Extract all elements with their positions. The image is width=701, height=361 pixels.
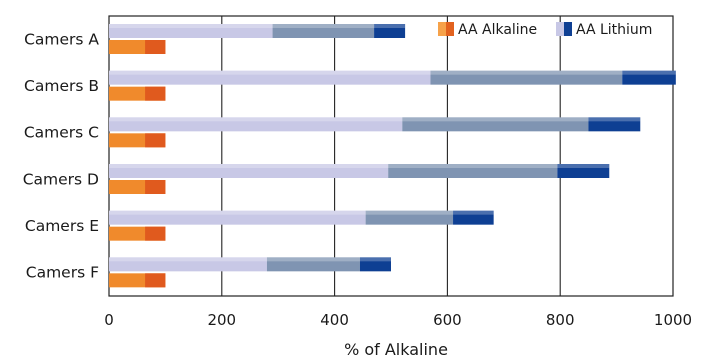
grid (108, 15, 674, 297)
bar-lithium-segment (359, 257, 391, 272)
bar-lithium-segment (430, 70, 623, 85)
bar-lithium-segment (588, 117, 641, 132)
x-axis-title: % of Alkaline (344, 340, 448, 359)
bar-alkaline-shade (145, 40, 166, 54)
x-tick-label: 0 (104, 311, 114, 329)
legend-swatch-alkaline (438, 22, 446, 36)
bar-alkaline-shade (145, 226, 166, 241)
bar-lithium-segment (374, 24, 406, 38)
bar-alkaline-shade (145, 180, 166, 194)
bar-lithium-segment (365, 210, 454, 225)
bar-lithium-segment (109, 210, 366, 225)
category-label: Camers A (24, 30, 99, 48)
category-label: Camers F (26, 264, 99, 282)
category-label: Camers C (24, 124, 99, 142)
x-tick-label: 800 (546, 311, 575, 329)
bar-lithium-segment (109, 257, 267, 272)
legend-swatch-alkaline-dark (446, 22, 454, 36)
bar-lithium-segment (266, 257, 360, 272)
x-tick-label: 600 (433, 311, 462, 329)
bars (109, 24, 676, 288)
bar-highlight (109, 70, 676, 75)
bar-lithium-segment (272, 24, 375, 38)
legend: AA Alkaline AA Lithium (438, 22, 652, 38)
category-label: Camers D (23, 170, 99, 188)
legend-swatch-lithium-light (556, 22, 564, 36)
category-label: Camers E (25, 217, 99, 235)
bar-alkaline-shade (145, 86, 166, 101)
legend-swatch-lithium-dark (564, 22, 572, 36)
bar-lithium-segment (402, 117, 589, 132)
bar-alkaline-shade (145, 273, 166, 288)
plot-frame (108, 15, 674, 297)
bar-lithium-segment (109, 164, 389, 178)
x-tick-labels: 0 200 400 600 800 1000 (104, 311, 692, 329)
bar-highlight (109, 210, 494, 215)
x-tick-label: 400 (320, 311, 349, 329)
bar-highlight (109, 117, 641, 122)
bar-lithium-segment (388, 164, 558, 178)
bar-lithium-segment (109, 70, 431, 85)
bar-lithium-segment (109, 117, 403, 132)
category-labels: Camers A Camers B Camers C Camers D Camers E… (23, 30, 100, 281)
x-tick-label: 1000 (654, 311, 692, 329)
legend-label-alkaline: AA Alkaline (458, 22, 537, 38)
legend-label-lithium: AA Lithium (576, 22, 652, 38)
x-tick-label: 200 (207, 311, 236, 329)
bar-lithium-segment (557, 164, 610, 178)
bar-alkaline-shade (145, 133, 166, 148)
bar-lithium-segment (622, 70, 676, 85)
bar-lithium-segment (453, 210, 494, 225)
bar-highlight (109, 257, 391, 262)
bar-lithium-segment (109, 24, 273, 38)
category-label: Camers B (24, 77, 99, 95)
bar-highlight (109, 24, 406, 28)
bar-highlight (109, 164, 610, 168)
